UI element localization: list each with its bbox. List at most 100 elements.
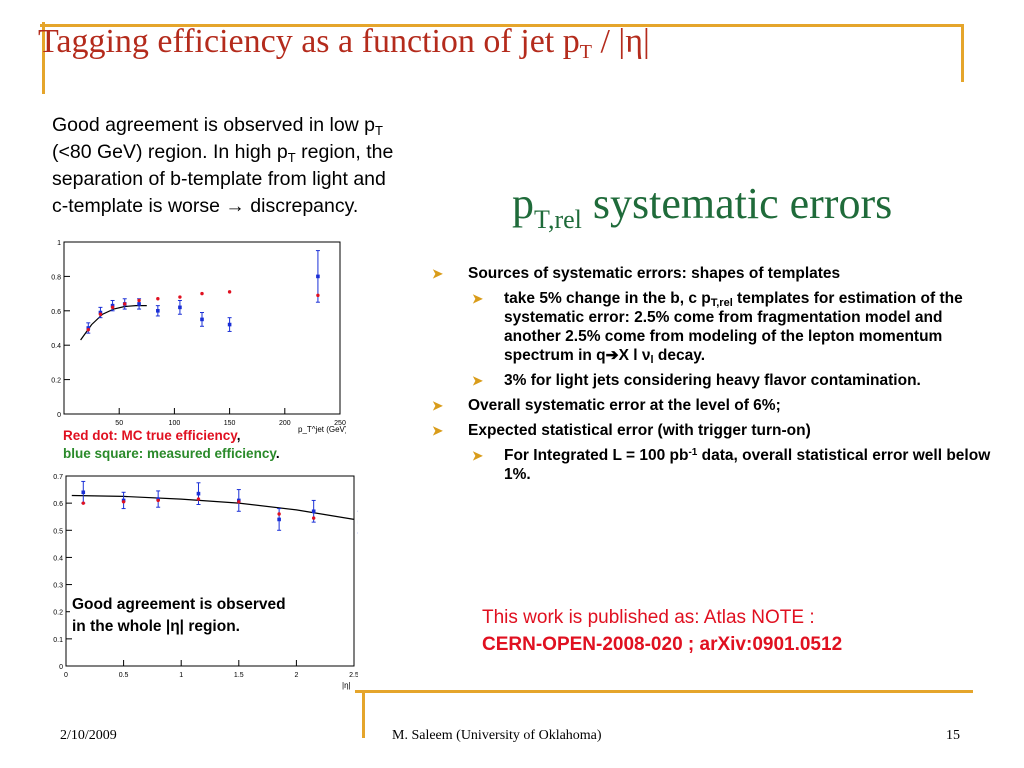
eta-ytick-label: 0.2 [53,610,63,617]
pt-ytick-label: 0 [57,412,61,419]
pt-xtick-label: 200 [279,420,291,427]
pt-measured-point [200,317,204,322]
pt-measured-point [137,302,141,306]
footer-page-number: 15 [946,728,960,743]
pt-mc-point [200,291,204,296]
eta-mc-point [121,500,126,504]
eta-ytick-label: 0.4 [53,555,63,562]
eta-ytick-label: 0.6 [53,501,63,508]
pt-fit-curve [80,304,147,341]
legend-red-text: Red dot: MC true efficiency [63,428,237,443]
legend-line-2: blue square: measured efficiency. [63,446,280,461]
bullet-list: ➤ Sources of systematic errors: shapes of… [428,264,998,490]
footer-date: 2/10/2009 [60,728,117,743]
pt-ytick-label: 0.8 [51,274,61,281]
legend-caption: Red dot: MC true efficiency, blue square… [63,427,280,463]
bottom-vertical-rule [362,690,365,738]
title-left-rule [42,22,45,94]
publication-reference: CERN-OPEN-2008-020 ; arXiv:0901.0512 [482,634,843,655]
pt-mc-point [110,305,115,310]
pt-plot-frame [63,241,341,415]
pt-ytick-label: 0.6 [51,309,61,316]
pt-measured-point [227,322,232,327]
pt-measured-point [86,326,91,330]
eta-measured-point [81,490,86,495]
eta-xtick-label: 2 [294,672,298,679]
eta-xtick-label: 0.5 [119,672,129,679]
bullet-arrow-icon: ➤ [432,266,443,281]
eta-mc-point [311,516,316,520]
pt-ytick-label: 1 [57,240,61,247]
slide-title: Tagging efficiency as a function of jet … [38,23,650,63]
bullet-arrow-icon: ➤ [472,373,483,388]
eta-fit-curve [71,494,355,520]
pt-measured-point [156,309,160,313]
eta-caption-line-1: Good agreement is observed [72,596,286,613]
bottom-rule [355,690,973,693]
pt-mc-point [137,298,141,303]
eta-axis-label: |η| [342,681,351,690]
publication-note: This work is published as: Atlas NOTE : … [482,604,842,658]
publication-line-1: This work is published as: Atlas NOTE : [482,607,815,628]
intro-line-2: (<80 GeV) region. In high pT region, the [52,141,394,165]
eta-ytick-label: 0.3 [53,583,63,590]
pt-xtick-label: 50 [115,420,123,427]
pt-ytick-label: 0.4 [51,343,61,350]
eta-ytick-label: 0 [59,664,63,671]
pt-mc-point [123,302,127,306]
bullet-expected-statistical: ➤ Expected statistical error (with trigge… [432,422,811,439]
pt-measured-point [316,274,320,279]
pt-xtick-label: 150 [224,420,236,427]
eta-mc-point [156,498,160,503]
eta-mc-point [81,501,85,505]
bullet-integrated-luminosity: ➤ For Integrated L = 100 pb-1 data, overa… [472,447,991,483]
eta-xtick-label: 2.5 [349,672,358,679]
eta-xtick-label: 1.5 [234,672,244,679]
legend-line-1: Red dot: MC true efficiency, [63,428,241,443]
bullet-overall-systematic: ➤ Overall systematic error at the level o… [432,397,781,414]
eta-plot-frame [65,475,355,667]
pt-measured-point [110,303,115,308]
eta-measured-point [277,517,281,522]
footer-author: M. Saleem (University of Oklahoma) [392,728,602,743]
pt-mc-point [227,290,232,294]
eta-ytick-label: 0.5 [53,528,63,535]
pt-mc-point [178,295,182,299]
eta-mc-point [277,512,281,516]
eta-caption: Good agreement is observed in the whole … [70,594,288,638]
intro-line-3: separation of b-template from light and [52,168,386,190]
bullet-arrow-icon: ➤ [472,448,483,463]
eta-efficiency-chart: 0 0.1 0.2 0.3 0.4 0.5 0.6 0.7 0 0.5 1 1.5 2 2.5 |η| [53,474,358,690]
pt-xtick-label: 100 [169,420,181,427]
legend-blue-text: blue square: measured efficiency [63,446,276,461]
eta-ytick-label: 0.7 [53,474,63,481]
eta-ytick-label: 0.1 [53,637,63,644]
eta-mc-point [196,497,201,501]
pt-ytick-label: 0.2 [51,378,61,385]
pt-measured-point [178,305,182,310]
eta-measured-point [196,491,201,496]
pt-mc-point [316,293,320,298]
bullet-arrow-icon: ➤ [472,291,483,306]
pt-mc-point [86,328,90,332]
intro-paragraph: Good agreement is observed in low pT (<8… [52,112,512,220]
bullet-light-jets: ➤ 3% for light jets considering heavy fla… [472,372,921,389]
bullet-template-change: ➤ take 5% change in the b, c pT,rel templ… [472,290,963,366]
section-subtitle: pT,rel systematic errors [512,179,893,234]
pt-mc-point [156,297,160,301]
bullet-arrow-icon: ➤ [432,398,443,413]
eta-xtick-label: 0 [64,672,68,679]
bullet-sources: ➤ Sources of systematic errors: shapes of… [432,265,841,282]
bullet-arrow-icon: ➤ [432,423,443,438]
eta-caption-line-2: in the whole |η| region. [72,618,240,635]
pt-xtick-label: 250 [334,420,346,427]
intro-line-4: c-template is worse → discrepancy. [52,195,359,217]
right-vertical-rule [961,24,964,82]
top-rule [40,24,964,27]
pt-axis-label: p_T^jet (GeV) [298,425,346,434]
eta-xtick-label: 1 [179,672,183,679]
eta-mc-point [237,500,241,504]
pt-measured-point [98,310,103,315]
intro-line-1: Good agreement is observed in low pT [52,114,383,138]
